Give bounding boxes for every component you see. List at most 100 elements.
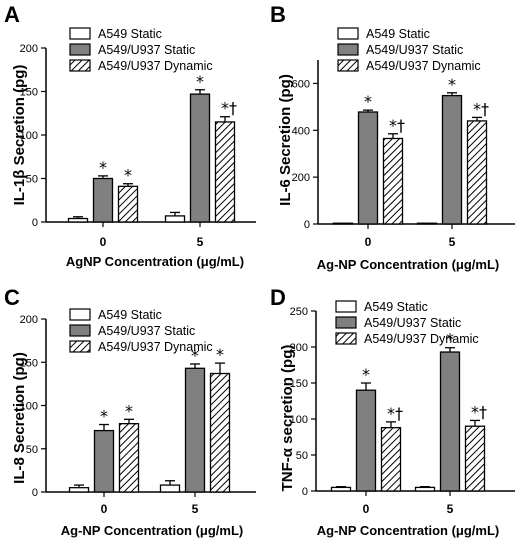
y-tick-label: 50 (296, 450, 308, 462)
panel-letter: B (270, 2, 286, 27)
x-axis-label: AgNP Concentration (μg/mL) (66, 254, 244, 269)
significance-mark: *† (471, 402, 487, 421)
bar (214, 121, 236, 223)
y-tick-label: 50 (26, 174, 38, 186)
y-axis-label: IL-8 Secretion (pg) (11, 352, 28, 484)
legend-label: A549/U937 Dynamic (364, 332, 479, 346)
y-tick-label: 0 (304, 219, 310, 231)
x-axis-label: Ag-NP Concentration (μg/mL) (61, 523, 243, 538)
legend-swatch (335, 316, 357, 329)
y-tick-label: 600 (292, 78, 310, 90)
significance-mark: * (191, 346, 199, 365)
panel-d: D TNF-α secretion (pg) Ag-NP Concentrati… (270, 285, 515, 538)
panel-letter: D (270, 285, 286, 310)
legend-label: A549/U937 Static (364, 316, 461, 330)
bar (118, 423, 140, 493)
bars: * *† * *† (332, 75, 489, 225)
legend-label: A549 Static (364, 300, 428, 314)
panel-a: A IL-1β Secretion (pg) AgNP Concentratio… (4, 2, 256, 269)
y-tick-label: 0 (32, 487, 38, 499)
bar (159, 484, 181, 493)
bar (441, 94, 463, 225)
significance-mark: * (125, 401, 133, 420)
legend: A549 Static A549/U937 Static A549/U937 Dyn… (335, 300, 479, 346)
legend-swatch (335, 300, 357, 313)
legend-swatch (335, 332, 357, 345)
y-tick-label: 0 (302, 486, 308, 498)
legend-label: A549 Static (98, 308, 162, 322)
bars: * * * *† (67, 72, 237, 223)
x-tick-label: 0 (101, 502, 108, 516)
bar (464, 425, 486, 492)
bar (466, 120, 488, 225)
bar (414, 486, 436, 492)
y-tick-label: 400 (292, 125, 310, 137)
bar (439, 351, 461, 492)
bars: * * * * (68, 345, 231, 493)
significance-mark: * (216, 345, 224, 364)
significance-mark: * (364, 92, 372, 111)
legend-swatch (69, 27, 91, 40)
y-tick-label: 250 (290, 306, 308, 318)
legend-label: A549 Static (366, 27, 430, 41)
y-tick-label: 200 (20, 314, 38, 326)
bar (92, 177, 114, 223)
bar (189, 93, 211, 223)
bar (164, 215, 186, 223)
y-tick-label: 200 (290, 342, 308, 354)
y-axis-label: IL-6 Secretion (pg) (277, 74, 294, 206)
significance-mark: *† (221, 99, 237, 118)
bar (380, 426, 402, 492)
y-tick-label: 100 (290, 414, 308, 426)
significance-mark: * (362, 365, 370, 384)
bar (67, 217, 89, 223)
panel-c: C IL-8 Secretion (pg) Ag-NP Concentratio… (4, 285, 256, 538)
bar (68, 487, 90, 493)
y-axis-label: TNF-α secretion (pg) (279, 345, 296, 492)
panel-b: B IL-6 Secretion (pg) Ag-NP Concentratio… (270, 2, 515, 272)
significance-mark: * (448, 75, 456, 94)
bar (357, 111, 379, 225)
significance-mark: * (196, 72, 204, 91)
legend-swatch (69, 43, 91, 56)
x-tick-label: 5 (447, 502, 454, 516)
axes: 0 50 100 150 200 0 5 (20, 314, 256, 516)
legend-label: A549/U937 Static (98, 43, 195, 57)
legend: A549 Static A549/U937 Static A549/U937 Dyn… (337, 27, 481, 73)
legend-label: A549/U937 Dynamic (366, 59, 481, 73)
x-tick-label: 0 (363, 502, 370, 516)
bars: * *† * *† (330, 330, 487, 492)
bar (209, 372, 231, 493)
significance-mark: *† (473, 99, 489, 118)
significance-mark: * (446, 330, 454, 349)
y-tick-label: 0 (32, 217, 38, 229)
bar (332, 222, 354, 225)
legend: A549 Static A549/U937 Static A549/U937 Dyn… (69, 308, 213, 354)
significance-mark: * (124, 166, 132, 185)
x-axis-label: Ag-NP Concentration (μg/mL) (317, 523, 499, 538)
panel-letter: C (4, 285, 20, 310)
x-tick-label: 0 (365, 235, 372, 249)
bar (93, 429, 115, 493)
x-tick-label: 0 (100, 235, 107, 249)
legend: A549 Static A549/U937 Static A549/U937 Dyn… (69, 27, 213, 73)
y-tick-label: 50 (26, 444, 38, 456)
x-tick-label: 5 (192, 502, 199, 516)
y-tick-label: 100 (20, 401, 38, 413)
significance-mark: * (99, 158, 107, 177)
legend-label: A549/U937 Static (366, 43, 463, 57)
legend-swatch (337, 59, 359, 72)
bar (330, 486, 352, 492)
legend-swatch (337, 43, 359, 56)
bar (117, 185, 139, 223)
significance-mark: *† (387, 404, 403, 423)
bar (184, 367, 206, 493)
legend-label: A549/U937 Dynamic (98, 59, 213, 73)
y-tick-label: 200 (20, 43, 38, 55)
bar (355, 389, 377, 492)
bar (416, 222, 438, 225)
legend-label: A549/U937 Dynamic (98, 340, 213, 354)
significance-mark: *† (389, 116, 405, 135)
y-tick-label: 100 (20, 130, 38, 142)
